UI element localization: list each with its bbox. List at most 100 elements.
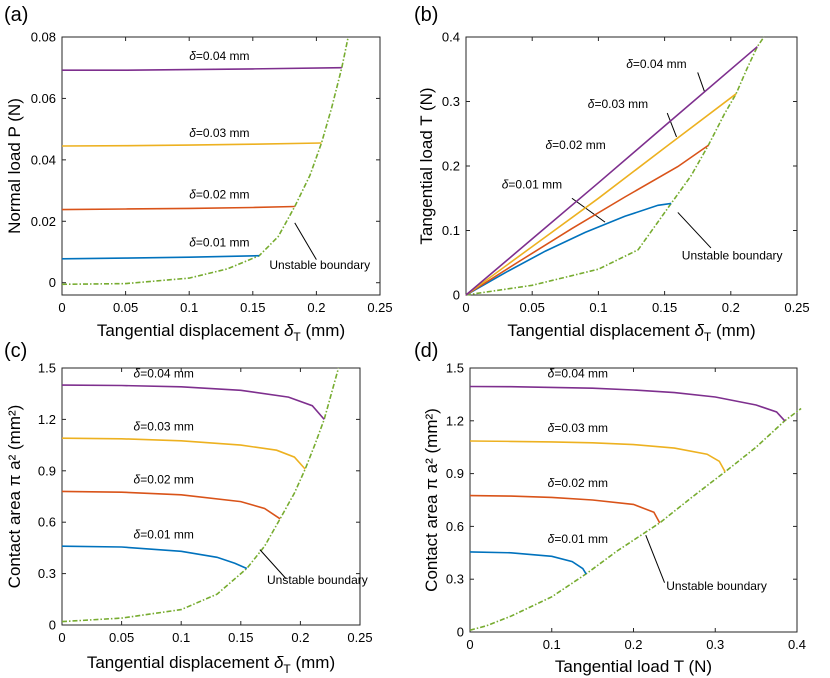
- series-line-1: [61, 254, 260, 260]
- axes-box: [61, 36, 381, 296]
- y-tick-label: 0.3: [38, 566, 56, 581]
- x-tick-label: 0.15: [240, 300, 265, 315]
- y-tick-label: 0.3: [446, 572, 464, 587]
- panel-label: (d): [414, 340, 438, 362]
- y-tick-label: 1.2: [38, 412, 56, 427]
- series-line-3: [469, 440, 726, 473]
- y-tick-label: 1.2: [446, 413, 464, 428]
- y-tick-label: 0: [453, 288, 460, 303]
- x-tick-label: 0.25: [347, 630, 372, 645]
- y-tick-label: 0.1: [442, 223, 460, 238]
- series-label: δ=0.02 mm: [548, 476, 608, 490]
- boundary-annotation-line: [259, 549, 287, 580]
- x-tick-label: 0.15: [652, 300, 677, 315]
- x-axis-label: Tangential load T (N): [555, 657, 712, 676]
- y-tick-label: 0.9: [38, 463, 56, 478]
- series-label: δ=0.01 mm: [548, 532, 608, 546]
- y-tick-label: 0.08: [31, 30, 56, 45]
- panel-label: (a): [4, 4, 28, 26]
- x-tick-label: 0.4: [788, 637, 806, 652]
- series-label: δ=0.01 mm: [502, 178, 562, 192]
- series-label: δ=0.04 mm: [626, 57, 686, 71]
- series-label: δ=0.01 mm: [189, 235, 249, 249]
- boundary-annotation-line: [294, 222, 317, 260]
- boundary-annotation-line: [677, 212, 712, 249]
- series-line-1: [61, 545, 248, 570]
- boundary-label: Unstable boundary: [269, 258, 370, 272]
- series-line-3: [465, 93, 737, 296]
- series-line-2: [61, 490, 281, 520]
- x-axis-label: Tangential displacement δT (mm): [97, 321, 345, 344]
- x-tick-label: 0.15: [228, 630, 253, 645]
- series-label: δ=0.03 mm: [189, 126, 249, 140]
- x-tick-label: 0.1: [589, 300, 607, 315]
- y-tick-label: 0.9: [446, 466, 464, 481]
- y-tick-label: 0: [49, 275, 56, 290]
- series-label: δ=0.04 mm: [189, 49, 249, 63]
- panel-label: (b): [414, 4, 438, 26]
- x-tick-label: 0.2: [722, 300, 740, 315]
- series-label: δ=0.03 mm: [588, 97, 648, 111]
- x-tick-label: 0: [466, 637, 473, 652]
- series-label: δ=0.04 mm: [134, 366, 194, 380]
- series-label: δ=0.04 mm: [548, 367, 608, 381]
- x-tick-label: 0.1: [172, 630, 190, 645]
- x-tick-label: 0.25: [367, 300, 392, 315]
- annotation-line: [697, 72, 705, 92]
- panel-label: (c): [4, 340, 27, 362]
- series-line-3: [61, 437, 306, 470]
- x-tick-label: 0: [462, 300, 469, 315]
- x-tick-label: 0.1: [543, 637, 561, 652]
- series-label: δ=0.03 mm: [134, 420, 194, 434]
- series-line-3: [61, 142, 322, 147]
- unstable-boundary-line: [61, 36, 349, 286]
- series-label: δ=0.02 mm: [545, 138, 605, 152]
- y-tick-label: 0.06: [31, 91, 56, 106]
- series-line-1: [469, 551, 587, 575]
- y-axis-label: Contact area π a² (mm²): [5, 405, 24, 589]
- series-line-4: [465, 46, 758, 296]
- series-line-4: [469, 385, 786, 422]
- series-line-2: [469, 494, 661, 524]
- series-line-1: [465, 202, 672, 296]
- axes-box: [61, 367, 361, 626]
- series-line-4: [62, 66, 342, 71]
- x-tick-label: 0.25: [784, 300, 809, 315]
- chart-panel-a: (a) 0 0.05 0.1 0.15 0.2 0.25 0 0.02 0.04 0.06 0.08 T…: [4, 4, 393, 344]
- x-tick-label: 0.2: [291, 630, 309, 645]
- y-tick-label: 0.6: [446, 519, 464, 534]
- chart-panel-c: (c) 0 0.05 0.1 0.15 0.2 0.25 0 0.3 0.6 0.9 1.2 1.5 Ta…: [4, 340, 373, 676]
- unstable-boundary-line: [469, 407, 802, 631]
- x-tick-label: 0.05: [520, 300, 545, 315]
- series-line-2: [465, 144, 709, 296]
- chart-panel-b: (b) 0 0.05 0.1 0.15 0.2 0.25 0 0.1 0.2 0.3 0.4 Tange…: [414, 4, 810, 344]
- y-tick-label: 0: [457, 625, 464, 640]
- boundary-label: Unstable boundary: [666, 579, 767, 593]
- chart-panel-d: (d) 0 0.1 0.2 0.3 0.4 0 0.3 0.6 0.9 1.2 1.5 Tangenti…: [414, 340, 806, 676]
- series-line-4: [61, 384, 325, 420]
- y-tick-label: 0: [49, 618, 56, 633]
- x-tick-label: 0.2: [307, 300, 325, 315]
- series-label: δ=0.02 mm: [134, 473, 194, 487]
- y-axis-label: Normal load P (N): [5, 98, 24, 234]
- x-tick-label: 0.1: [180, 300, 198, 315]
- series-label: δ=0.02 mm: [189, 187, 249, 201]
- y-tick-label: 0.04: [31, 152, 56, 167]
- series-label: δ=0.01 mm: [134, 527, 194, 541]
- y-tick-label: 0.2: [442, 159, 460, 174]
- unstable-boundary-line: [61, 367, 340, 623]
- x-axis-label: Tangential displacement δT (mm): [87, 653, 335, 676]
- x-tick-label: 0.2: [624, 637, 642, 652]
- series-line-2: [61, 205, 295, 211]
- y-tick-label: 0.3: [442, 94, 460, 109]
- y-axis-label: Contact area π a² (mm²): [422, 408, 441, 592]
- boundary-annotation-line: [645, 535, 666, 583]
- annotation-line: [571, 197, 606, 223]
- annotation-line: [666, 112, 677, 138]
- boundary-label: Unstable boundary: [267, 573, 368, 587]
- y-tick-label: 1.5: [446, 361, 464, 376]
- x-tick-label: 0: [58, 300, 65, 315]
- x-tick-label: 0: [58, 630, 65, 645]
- x-axis-label: Tangential displacement δT (mm): [507, 321, 755, 344]
